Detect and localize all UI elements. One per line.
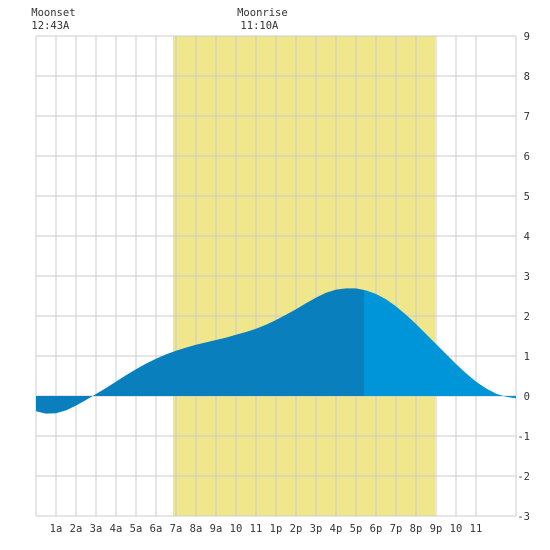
y-tick-label: 4	[524, 231, 530, 243]
tide-area-future	[364, 290, 516, 399]
x-tick-label: 2p	[290, 523, 303, 535]
x-tick-label: 3a	[90, 523, 103, 535]
x-tick-label: 10	[450, 523, 463, 535]
y-tick-label: 5	[524, 191, 530, 203]
x-axis-tick-labels: 1a 2a 3a 4a 5a 6a 7a 8a 9a 10 11 1p 2p 3p 4p 5p 6p 7p 8p 9p…	[50, 523, 483, 535]
x-tick-label: 7a	[170, 523, 183, 535]
y-tick-label: -1	[517, 431, 530, 443]
x-tick-label: 4p	[330, 523, 343, 535]
y-tick-label: 8	[524, 71, 530, 83]
y-tick-label: 1	[524, 351, 530, 363]
x-tick-label: 1p	[270, 523, 283, 535]
moonset-time: 12:43A	[31, 20, 70, 32]
y-tick-label: 2	[524, 311, 530, 323]
y-tick-label: -3	[517, 511, 530, 523]
x-tick-label: 4a	[110, 523, 123, 535]
x-tick-label: 8p	[410, 523, 423, 535]
x-tick-label: 3p	[310, 523, 323, 535]
moonset-title: Moonset	[31, 7, 75, 19]
x-tick-label: 5p	[350, 523, 363, 535]
x-tick-label: 2a	[70, 523, 83, 535]
moonrise-time: 11:10A	[240, 20, 279, 32]
x-tick-label: 5a	[130, 523, 143, 535]
moon-annotations: Moonset 12:43A Moonrise 11:10A	[31, 7, 287, 32]
x-tick-label: 6a	[150, 523, 163, 535]
y-tick-label: 0	[524, 391, 530, 403]
moonrise-title: Moonrise	[237, 7, 288, 19]
x-tick-label: 8a	[190, 523, 203, 535]
grid-lines	[35, 35, 517, 517]
y-tick-label: -2	[517, 471, 530, 483]
x-tick-label: 10	[230, 523, 243, 535]
x-tick-label: 6p	[370, 523, 383, 535]
x-tick-label: 11	[470, 523, 483, 535]
tide-area	[36, 288, 516, 414]
y-axis-tick-labels: -3 -2 -1 0 1 2 3 4 5 6 7 8 9	[517, 31, 530, 523]
y-tick-label: 6	[524, 151, 530, 163]
y-tick-label: 7	[524, 111, 530, 123]
tide-area-past	[36, 288, 364, 414]
x-tick-label: 11	[250, 523, 263, 535]
x-tick-label: 7p	[390, 523, 403, 535]
x-tick-label: 1a	[50, 523, 63, 535]
y-tick-label: 9	[524, 31, 530, 43]
x-tick-label: 9p	[430, 523, 443, 535]
x-tick-label: 9a	[210, 523, 223, 535]
y-tick-label: 3	[524, 271, 530, 283]
